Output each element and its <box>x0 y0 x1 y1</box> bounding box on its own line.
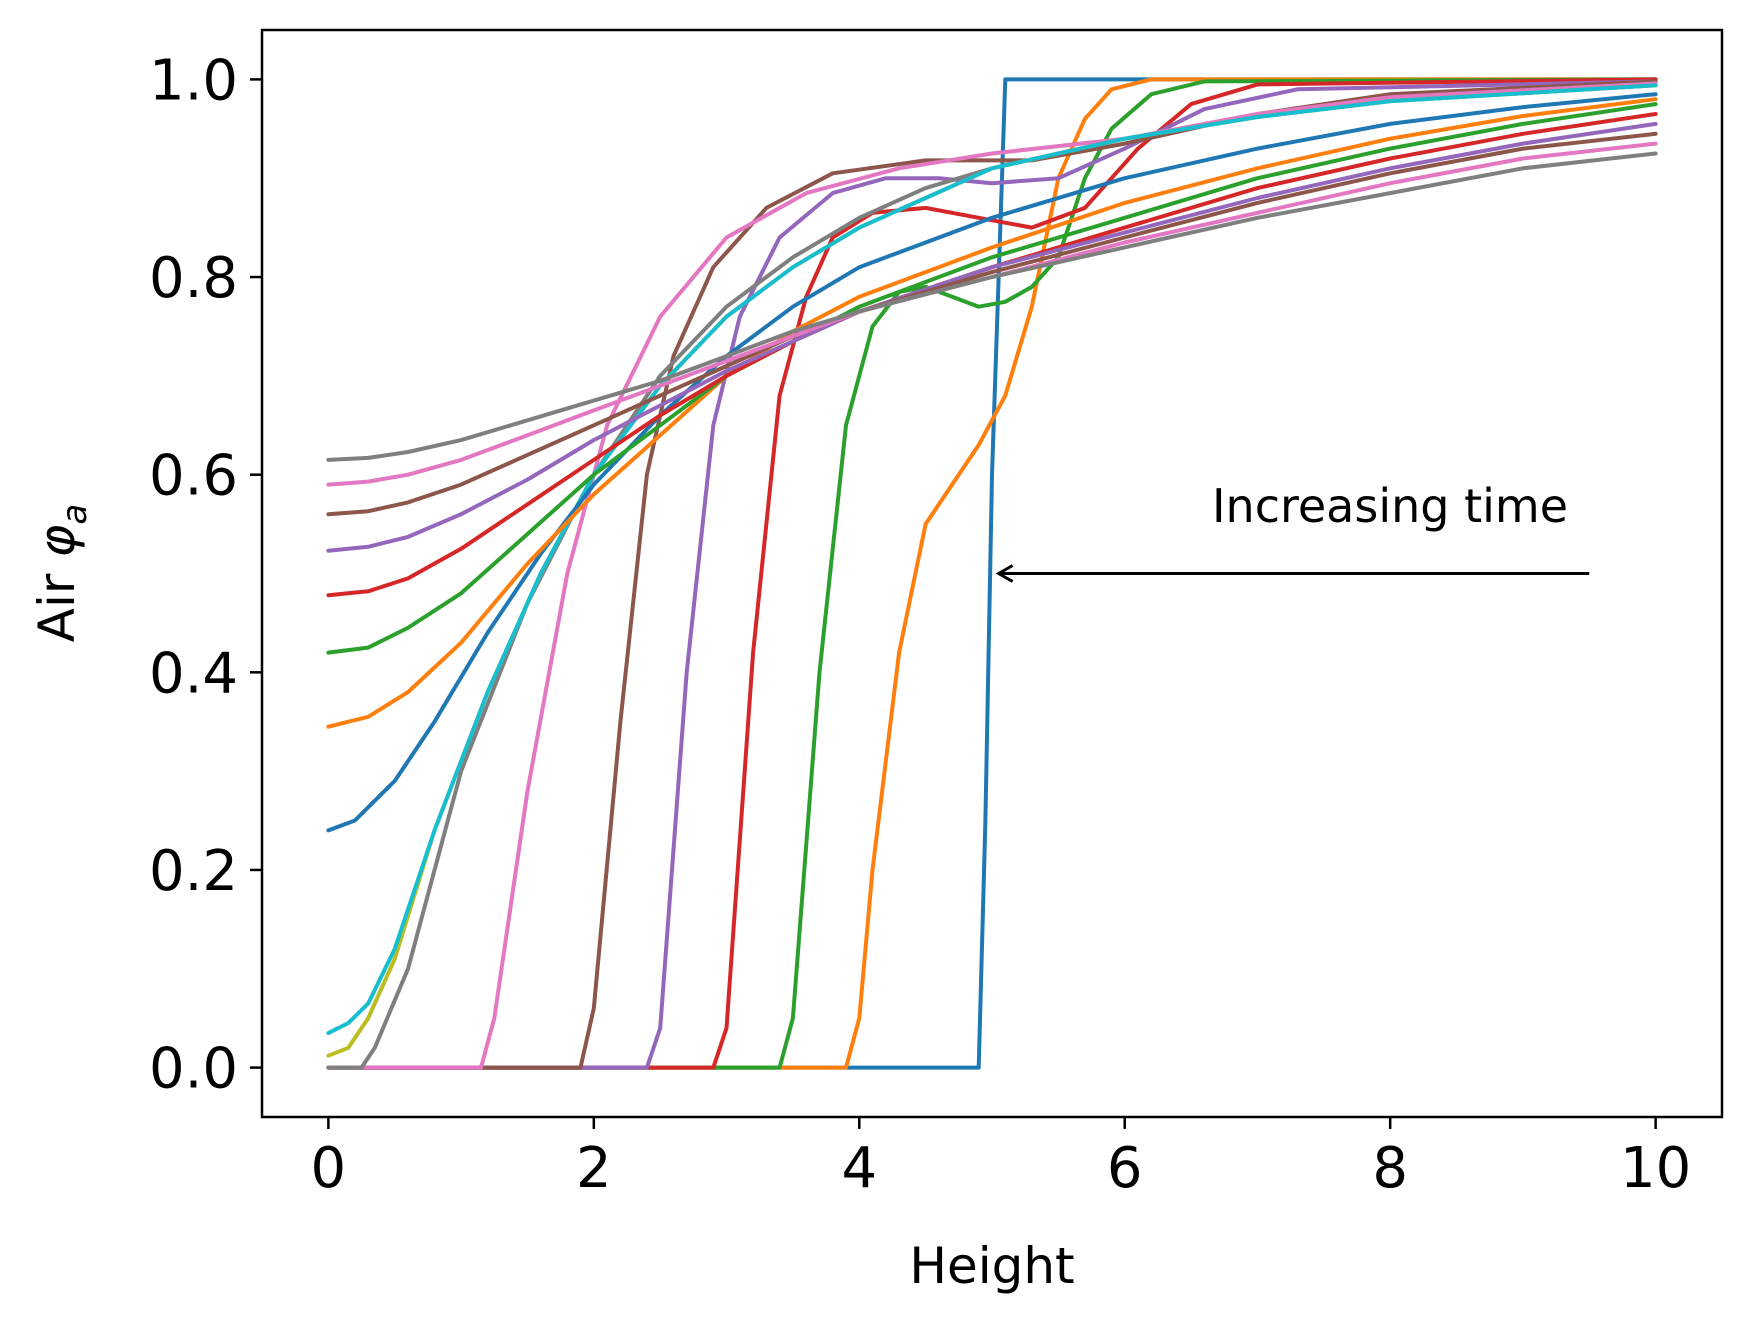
annotation-label: Increasing time <box>1212 479 1568 533</box>
y-tick-label: 0.0 <box>149 1037 238 1102</box>
y-tick-label: 1.0 <box>149 48 238 113</box>
y-axis-label: Air φa <box>28 504 95 642</box>
annotation-arrow-head <box>995 564 1014 583</box>
plot-frame <box>260 28 1724 1119</box>
series-line-15 <box>326 121 1658 553</box>
series-line-16 <box>326 131 1658 517</box>
series-line-1 <box>326 77 1658 1070</box>
series-line-12 <box>326 97 1658 729</box>
x-axis-label: Height <box>909 1237 1074 1295</box>
x-tick-label: 6 <box>1107 1136 1143 1201</box>
series-group <box>326 77 1658 1070</box>
series-line-2 <box>326 77 1658 1070</box>
y-tick-label: 0.8 <box>149 246 238 311</box>
y-axis-label-prefix: Air <box>28 558 86 643</box>
y-tick-label: 0.6 <box>149 444 238 509</box>
x-tick-label: 0 <box>311 1136 347 1201</box>
y-axis-label-symbol: φ <box>28 525 86 558</box>
annotation: Increasing time <box>995 479 1590 583</box>
y-axis-label-subscript: a <box>55 504 95 525</box>
series-line-17 <box>326 141 1658 487</box>
x-tick-label: 2 <box>576 1136 612 1201</box>
series-line-14 <box>326 112 1658 598</box>
x-tick-label: 8 <box>1372 1136 1408 1201</box>
x-tick-label: 4 <box>841 1136 877 1201</box>
series-line-18 <box>326 151 1658 462</box>
x-ticks: 0 2 4 6 8 10 <box>311 1117 1691 1201</box>
series-line-5 <box>326 79 1658 1070</box>
x-tick-label: 10 <box>1620 1136 1691 1201</box>
y-tick-label: 0.4 <box>149 641 238 706</box>
series-line-10 <box>326 83 1658 1035</box>
y-tick-label: 0.2 <box>149 839 238 904</box>
y-ticks: 0.0 0.2 0.4 0.6 0.8 1.0 <box>149 48 262 1102</box>
series-line-3 <box>326 77 1658 1070</box>
